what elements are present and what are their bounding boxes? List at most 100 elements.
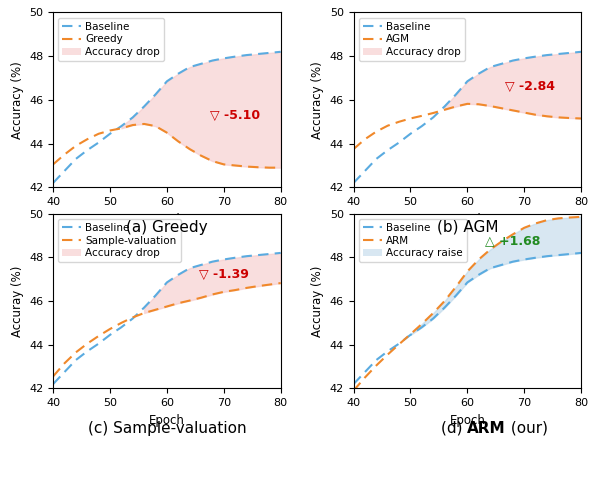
X-axis label: Epoch: Epoch bbox=[450, 213, 486, 226]
Text: ARM: ARM bbox=[467, 421, 506, 436]
Sample-valuation bbox=[129, 314, 136, 320]
Baseline bbox=[362, 369, 369, 375]
ARM bbox=[441, 298, 448, 304]
Line: Baseline: Baseline bbox=[53, 52, 281, 183]
Baseline bbox=[106, 332, 113, 338]
ARM bbox=[407, 331, 414, 337]
Text: (b) AGM: (b) AGM bbox=[437, 220, 498, 235]
Baseline bbox=[140, 104, 148, 110]
Baseline bbox=[73, 357, 80, 363]
Baseline bbox=[243, 52, 250, 58]
Greedy bbox=[118, 125, 125, 131]
Greedy bbox=[254, 164, 261, 170]
Baseline bbox=[509, 58, 516, 64]
Baseline bbox=[464, 78, 471, 84]
ARM bbox=[566, 215, 573, 221]
Baseline bbox=[407, 332, 414, 338]
Text: ▽ -2.84: ▽ -2.84 bbox=[505, 80, 555, 93]
Baseline bbox=[566, 251, 573, 257]
ARM bbox=[430, 310, 437, 316]
ARM bbox=[453, 284, 460, 290]
Baseline bbox=[430, 115, 437, 121]
Sample-valuation bbox=[266, 281, 273, 287]
Line: AGM: AGM bbox=[353, 104, 581, 149]
Baseline bbox=[418, 123, 425, 129]
Baseline bbox=[277, 250, 284, 256]
Legend: Baseline, AGM, Accuracy drop: Baseline, AGM, Accuracy drop bbox=[359, 17, 465, 61]
AGM bbox=[373, 128, 380, 134]
Baseline bbox=[118, 123, 125, 129]
ARM bbox=[578, 214, 585, 220]
Baseline bbox=[175, 71, 182, 77]
AGM bbox=[384, 123, 391, 128]
Sample-valuation bbox=[61, 361, 68, 367]
Baseline bbox=[61, 168, 68, 174]
AGM bbox=[407, 116, 414, 122]
Baseline bbox=[475, 71, 482, 77]
Greedy bbox=[266, 165, 273, 171]
Baseline bbox=[532, 54, 539, 60]
Baseline bbox=[186, 64, 193, 70]
Sample-valuation bbox=[163, 303, 171, 309]
Baseline bbox=[543, 52, 550, 58]
Greedy bbox=[209, 158, 216, 164]
Greedy bbox=[95, 131, 102, 137]
Baseline bbox=[498, 61, 505, 67]
Baseline bbox=[232, 255, 239, 261]
AGM bbox=[521, 110, 528, 116]
Baseline bbox=[430, 316, 437, 322]
AGM bbox=[487, 103, 494, 109]
Baseline bbox=[555, 51, 562, 57]
Sample-valuation bbox=[277, 280, 284, 286]
AGM bbox=[578, 116, 585, 122]
Baseline bbox=[487, 265, 494, 271]
Greedy bbox=[50, 161, 57, 167]
Y-axis label: Accuray (%): Accuray (%) bbox=[311, 265, 324, 337]
Baseline bbox=[254, 51, 261, 57]
Baseline bbox=[521, 55, 528, 61]
AGM bbox=[350, 146, 357, 152]
X-axis label: Epoch: Epoch bbox=[149, 414, 185, 427]
Baseline bbox=[384, 147, 391, 153]
Baseline bbox=[95, 341, 102, 347]
Sample-valuation bbox=[243, 285, 250, 291]
Baseline bbox=[209, 58, 216, 64]
Text: (c) Sample-valuation: (c) Sample-valuation bbox=[87, 421, 246, 436]
Baseline bbox=[61, 369, 68, 375]
Greedy bbox=[152, 123, 159, 129]
ARM bbox=[555, 215, 562, 221]
Baseline bbox=[198, 262, 205, 268]
Y-axis label: Accuracy (%): Accuracy (%) bbox=[311, 61, 324, 139]
Baseline bbox=[129, 316, 136, 322]
ARM bbox=[487, 247, 494, 252]
ARM bbox=[418, 321, 425, 327]
Greedy bbox=[198, 153, 205, 159]
Baseline bbox=[50, 381, 57, 387]
Baseline bbox=[186, 265, 193, 271]
Baseline bbox=[464, 279, 471, 285]
Baseline bbox=[509, 258, 516, 264]
Baseline bbox=[129, 115, 136, 121]
Baseline bbox=[152, 292, 159, 298]
Sample-valuation bbox=[186, 298, 193, 304]
Baseline bbox=[521, 256, 528, 262]
AGM bbox=[395, 119, 402, 124]
ARM bbox=[395, 341, 402, 347]
Baseline bbox=[407, 131, 414, 137]
Legend: Baseline, Greedy, Accuracy drop: Baseline, Greedy, Accuracy drop bbox=[58, 17, 164, 61]
Sample-valuation bbox=[209, 291, 216, 297]
Baseline bbox=[384, 348, 391, 354]
Sample-valuation bbox=[140, 310, 148, 316]
Line: Greedy: Greedy bbox=[53, 124, 281, 168]
Baseline bbox=[578, 250, 585, 256]
Greedy bbox=[186, 146, 193, 152]
Baseline bbox=[140, 305, 148, 311]
ARM bbox=[509, 232, 516, 238]
Greedy bbox=[129, 122, 136, 128]
AGM bbox=[509, 108, 516, 114]
ARM bbox=[543, 217, 550, 223]
Baseline bbox=[395, 139, 402, 145]
Baseline bbox=[266, 251, 273, 257]
Sample-valuation bbox=[220, 289, 227, 295]
X-axis label: Epoch: Epoch bbox=[149, 213, 185, 226]
